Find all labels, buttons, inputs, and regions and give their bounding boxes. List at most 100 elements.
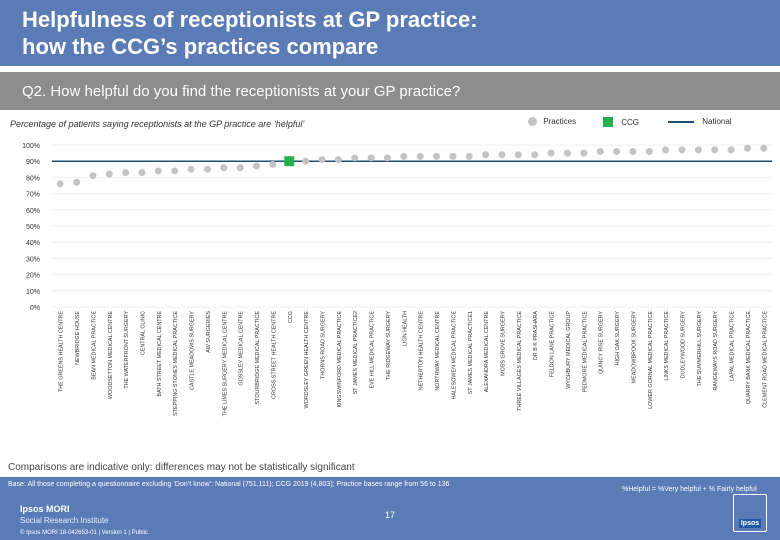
- ccg-square-icon: [603, 117, 613, 127]
- y-tick-label: 50%: [26, 224, 40, 231]
- page-number: 17: [385, 510, 396, 520]
- category-label: ALEXANDRA MEDICAL CENTRE: [484, 311, 490, 393]
- y-tick-label: 20%: [26, 273, 40, 280]
- category-label: GOSSLEY MEDICAL CENTRE: [239, 311, 245, 386]
- category-label: CENTRAL CLINIC: [141, 311, 147, 355]
- y-tick-label: 30%: [26, 256, 40, 263]
- practice-point: [171, 167, 179, 175]
- category-label: MOSS GROVE SURGERY: [501, 311, 507, 376]
- ccg-marker: [284, 156, 295, 167]
- chart-subtitle: Percentage of patients saying receptioni…: [10, 119, 305, 129]
- category-label: AW SURGERIES: [206, 311, 212, 353]
- practice-point: [433, 152, 441, 160]
- category-label: BEAN MEDICAL PRACTICE: [91, 311, 97, 380]
- category-label: WOODSETTON MEDICAL CENTRE: [108, 311, 114, 399]
- category-label: CLEMENT ROAD MEDICAL PRACTICE: [762, 311, 768, 408]
- practice-point: [220, 164, 228, 172]
- category-label: DUDLEYWOOD SURGERY: [681, 311, 687, 379]
- category-label: PEDMORE MEDICAL PRACTICE: [582, 311, 588, 393]
- practice-point: [531, 151, 539, 159]
- ipsos-logo-text: Ipsos: [738, 519, 762, 528]
- practice-point: [514, 151, 522, 159]
- category-label: THE SUMMERHILL SURGERY: [697, 311, 703, 387]
- page-title-line2: how the CCG’s practices compare: [22, 34, 379, 59]
- practice-point: [236, 164, 244, 172]
- practice-point: [187, 165, 195, 173]
- category-label: LINKS MEDICAL PRACTICE: [664, 311, 670, 381]
- practice-point: [351, 154, 359, 162]
- category-label: THE RIDGEWAY SURGERY: [386, 311, 392, 380]
- category-label: STEPPING STONES MEDICAL PRACTICE: [173, 311, 179, 416]
- y-tick-label: 40%: [26, 240, 40, 247]
- practice-point: [563, 149, 571, 157]
- category-label: WYCHBURY MEDICAL GROUP: [566, 311, 572, 389]
- practice-point: [645, 147, 653, 155]
- practice-point: [154, 167, 162, 175]
- category-label: FELDON LANE PRACTICE: [550, 311, 556, 378]
- practice-point: [56, 180, 64, 188]
- category-label: CASTLE MEADOWS SURGERY: [190, 311, 196, 390]
- ipsos-logo: Ipsos: [733, 494, 767, 532]
- practice-point: [727, 146, 735, 154]
- brand-subtitle: Social Research Institute: [20, 516, 109, 525]
- practice-point: [760, 144, 768, 152]
- category-label: KINGSWINFORD MEDICAL PRACTICE: [337, 311, 343, 408]
- y-tick-label: 70%: [26, 192, 40, 199]
- question-bar: Q2. How helpful do you find the receptio…: [0, 72, 780, 110]
- category-label: WORDSLEY GREEN HEALTH CENTRE: [304, 311, 310, 409]
- y-tick-label: 90%: [26, 159, 40, 166]
- practice-point: [269, 160, 277, 168]
- practice-point: [596, 147, 604, 155]
- footer-bar: Base: All those completing a questionnai…: [0, 477, 780, 540]
- helpful-definition: %Helpful = %Very helpful + % Fairly help…: [622, 486, 757, 493]
- practice-dot-icon: [528, 117, 537, 127]
- header-divider: [0, 66, 780, 68]
- practice-point: [694, 146, 702, 154]
- y-tick-label: 0%: [30, 305, 40, 312]
- category-label: LION HEALTH: [402, 311, 408, 346]
- category-label: THORNS ROAD SURGERY: [321, 311, 327, 379]
- category-label: THE WATERFRONT SURGERY: [124, 311, 130, 389]
- category-label: LOWER GORNAL MEDICAL PRACTICE: [648, 311, 654, 409]
- practice-point: [743, 144, 751, 152]
- practice-point: [678, 146, 686, 154]
- category-label: EVE HILL MEDICAL PRACTICE: [370, 311, 376, 389]
- practice-point: [400, 152, 408, 160]
- category-label: ST JAMES MEDICAL PRACTICE2: [353, 311, 359, 394]
- category-label: CROSS STREET HEALTH CENTRE: [271, 311, 277, 399]
- practice-point: [138, 169, 146, 177]
- category-label: THE LIMES SURGERY MEDICAL CENTRE: [222, 311, 228, 417]
- question-text: Q2. How helpful do you find the receptio…: [22, 83, 461, 100]
- category-label: STOURBRIDGE MEDICAL PRACTICE: [255, 311, 261, 405]
- practice-point: [334, 156, 342, 164]
- category-label: DR B K PRASHARA: [533, 311, 539, 361]
- practice-point: [613, 147, 621, 155]
- legend-national: National: [668, 117, 732, 131]
- category-label: MEADOWBROOK SURGERY: [631, 311, 637, 384]
- practice-point: [105, 170, 113, 178]
- practice-point: [498, 151, 506, 159]
- legend-national-label: National: [702, 117, 732, 127]
- practice-point: [416, 152, 424, 160]
- practice-point: [302, 157, 310, 165]
- practice-point: [580, 149, 588, 157]
- category-label: THE GREENS HEALTH CENTRE: [59, 311, 65, 392]
- practice-point: [122, 169, 130, 177]
- category-label: ST JAMES MEDICAL PRACTICE1: [468, 311, 474, 394]
- y-tick-label: 80%: [26, 175, 40, 182]
- y-tick-label: 10%: [26, 289, 40, 296]
- header-banner: Helpfulness of receptionists at GP pract…: [0, 0, 780, 66]
- national-line-icon: [668, 120, 694, 123]
- brand-name: Ipsos MORI: [20, 504, 70, 514]
- practice-point: [89, 172, 97, 180]
- practice-point: [465, 152, 473, 160]
- practice-point: [482, 151, 490, 159]
- significance-note: Comparisons are indicative only: differe…: [8, 462, 355, 473]
- category-label: CCG: [288, 311, 294, 323]
- base-text: Base: All those completing a questionnai…: [8, 481, 450, 488]
- y-tick-label: 100%: [22, 143, 40, 150]
- legend-ccg-label: CCG: [621, 117, 640, 127]
- legend-ccg: CCG: [603, 117, 639, 131]
- legend-practices-label: Practices: [543, 117, 577, 127]
- practice-point: [711, 146, 719, 154]
